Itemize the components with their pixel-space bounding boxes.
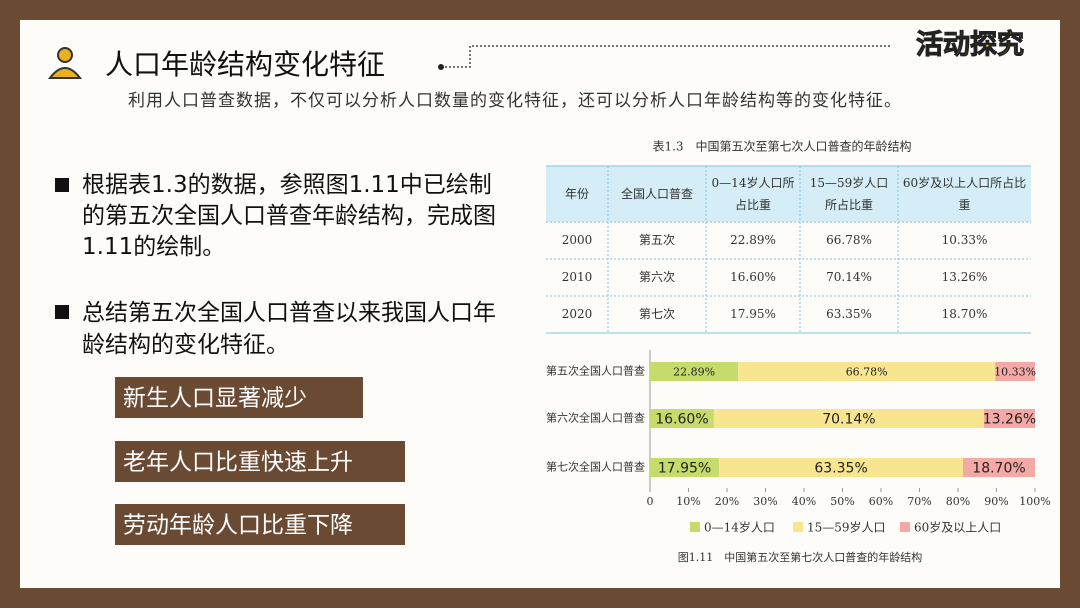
data-label: 22.89% xyxy=(673,366,715,379)
header-text: 60岁及以上人口所占比重 xyxy=(902,176,1027,212)
header-text: 15—59岁人口所占比重 xyxy=(809,176,889,212)
cell: 18.70% xyxy=(942,307,988,321)
cell: 17.95% xyxy=(730,307,776,321)
cell: 2000 xyxy=(562,233,593,247)
intro: 利用人口普查数据，不仅可以分析人口数量的变化特征，还可以分析人口年龄结构等的变化… xyxy=(128,91,902,111)
cell: 16.60% xyxy=(730,270,776,284)
category-label: 第五次全国人口普查 xyxy=(546,364,645,378)
category-label: 第六次全国人口普查 xyxy=(546,411,645,425)
cell: 63.35% xyxy=(826,307,872,321)
bullet-box: 根据表1.3的数据，参照图1.11中已绘制的第五次全国人口普查年龄结构，完成图1… xyxy=(82,172,496,260)
bullet-square xyxy=(55,305,69,319)
data-label: 63.35% xyxy=(814,461,867,477)
data-label: 13.26% xyxy=(983,412,1036,428)
bar-segment xyxy=(995,362,1035,381)
answer-box xyxy=(115,377,363,418)
data-label: 70.14% xyxy=(822,412,875,428)
chart-caption: 图1.11 中国第五次至第七次人口普查的年龄结构 xyxy=(678,550,923,564)
cell: 2010 xyxy=(562,270,593,284)
answer-box xyxy=(115,504,405,545)
header-cell: 0—14岁人口所占比重 xyxy=(711,176,795,212)
cell: 10.33% xyxy=(942,233,988,247)
cell: 66.78% xyxy=(826,233,872,247)
cell: 第五次 xyxy=(639,233,675,247)
header-cell: 60岁及以上人口所占比重 xyxy=(902,176,1027,212)
data-label: 66.78% xyxy=(846,366,888,379)
bar-segment xyxy=(963,458,1035,477)
cell: 第七次 xyxy=(639,307,675,321)
x-tick-label: 90% xyxy=(984,495,1008,508)
header-cell: 年份 xyxy=(564,187,589,201)
answer-box xyxy=(115,441,405,482)
x-tick-label: 80% xyxy=(946,495,970,508)
legend-label: 60岁及以上人口 xyxy=(914,520,1001,535)
panel xyxy=(20,20,1060,588)
bullet-box: 总结第五次全国人口普查以来我国人口年龄结构的变化特征。 xyxy=(82,300,496,358)
x-tick-label: 100% xyxy=(1019,495,1050,508)
dotted-line xyxy=(445,45,892,68)
bullet-square xyxy=(55,178,69,192)
x-tick-label: 20% xyxy=(715,495,739,508)
bar-segment xyxy=(650,409,714,428)
badge: 活动探究 xyxy=(916,29,1024,61)
bar-segment xyxy=(719,458,964,477)
x-tick-label: 50% xyxy=(830,495,854,508)
header-text: 年份 xyxy=(564,187,589,201)
legend-swatch xyxy=(690,522,700,532)
bar-segment xyxy=(983,409,1035,428)
legend-swatch xyxy=(900,522,910,532)
legend-label: 15—59岁人口 xyxy=(807,520,886,535)
cell: 13.26% xyxy=(942,270,988,284)
answer-text: 新生人口显著减少 xyxy=(123,386,307,412)
dot xyxy=(438,64,444,70)
x-tick-label: 60% xyxy=(869,495,893,508)
bar-segment xyxy=(713,409,984,428)
bar-segment xyxy=(650,362,739,381)
header-text: 0—14岁人口所占比重 xyxy=(711,176,795,212)
answer-text: 劳动年龄人口比重下降 xyxy=(123,513,353,539)
legend-label: 0—14岁人口 xyxy=(704,520,775,535)
legend-swatch xyxy=(793,522,803,532)
data-label: 18.70% xyxy=(972,461,1025,477)
bar-segment xyxy=(738,362,996,381)
x-tick-label: 10% xyxy=(676,495,700,508)
cell: 70.14% xyxy=(826,270,872,284)
answer-text: 老年人口比重快速上升 xyxy=(123,450,353,476)
header-cell: 全国人口普查 xyxy=(620,187,693,201)
title: 人口年龄结构变化特征 xyxy=(105,48,385,81)
data-label: 10.33% xyxy=(994,366,1036,379)
table-caption: 表1.3 中国第五次至第七次人口普查的年龄结构 xyxy=(652,139,911,154)
table-header-bg xyxy=(546,166,1031,222)
x-tick-label: 70% xyxy=(907,495,931,508)
x-tick-label: 40% xyxy=(792,495,816,508)
intro-box: 利用人口普查数据，不仅可以分析人口数量的变化特征，还可以分析人口年龄结构等的变化… xyxy=(128,91,902,111)
data-label: 17.95% xyxy=(658,461,711,477)
header-text: 全国人口普查 xyxy=(620,187,693,201)
bullet: 总结第五次全国人口普查以来我国人口年龄结构的变化特征。 xyxy=(82,300,496,358)
bar-segment xyxy=(650,458,720,477)
category-label: 第七次全国人口普查 xyxy=(546,460,645,474)
bullet: 根据表1.3的数据，参照图1.11中已绘制的第五次全国人口普查年龄结构，完成图1… xyxy=(82,172,496,260)
cell: 22.89% xyxy=(730,233,776,247)
x-tick-label: 0 xyxy=(647,495,654,508)
data-label: 16.60% xyxy=(655,412,708,428)
cell: 第六次 xyxy=(639,270,675,284)
person-icon xyxy=(47,47,83,79)
x-tick-label: 30% xyxy=(753,495,777,508)
header-cell: 15—59岁人口所占比重 xyxy=(809,176,889,212)
cell: 2020 xyxy=(562,307,593,321)
